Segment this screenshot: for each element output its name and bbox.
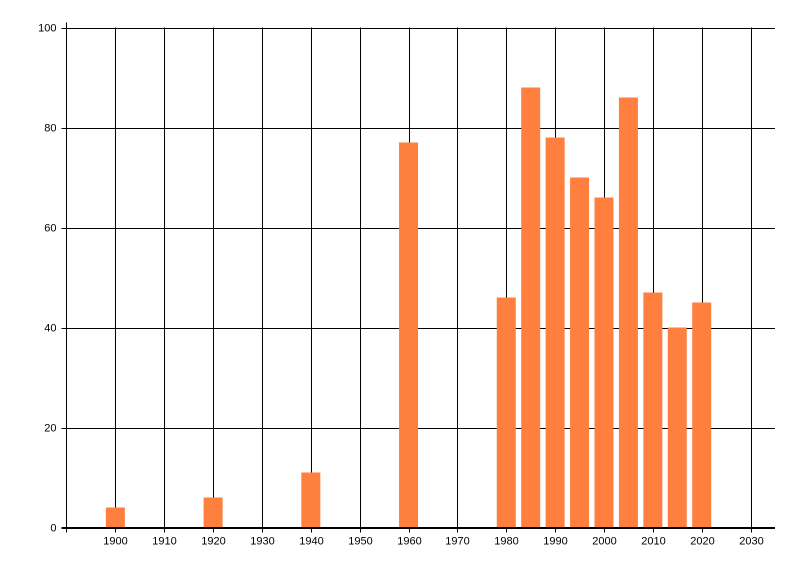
bar bbox=[521, 87, 541, 528]
bar bbox=[692, 302, 712, 528]
x-tick-label: 2010 bbox=[641, 535, 665, 547]
y-tick-label: 60 bbox=[44, 222, 56, 234]
x-tick-label: 1920 bbox=[201, 535, 225, 547]
x-tick-label: 1950 bbox=[348, 535, 372, 547]
x-tick-label: 1960 bbox=[397, 535, 421, 547]
bar bbox=[399, 142, 419, 528]
x-tick-label: 1900 bbox=[103, 535, 127, 547]
bar bbox=[618, 97, 638, 528]
bar bbox=[203, 497, 223, 528]
bar bbox=[105, 507, 125, 528]
bar bbox=[667, 327, 687, 528]
x-tick-label: 1970 bbox=[445, 535, 469, 547]
x-tick-label: 1910 bbox=[152, 535, 176, 547]
x-tick-label: 1990 bbox=[543, 535, 567, 547]
y-tick-label: 20 bbox=[44, 422, 56, 434]
bar bbox=[643, 292, 663, 528]
bar bbox=[301, 472, 321, 528]
y-tick-label: 100 bbox=[38, 22, 56, 34]
x-tick-label: 1980 bbox=[494, 535, 518, 547]
bar bbox=[545, 137, 565, 528]
y-tick-label: 40 bbox=[44, 322, 56, 334]
bar bbox=[496, 297, 516, 528]
x-tick-label: 1940 bbox=[299, 535, 323, 547]
x-tick-label: 2000 bbox=[592, 535, 616, 547]
x-tick-label: 2030 bbox=[739, 535, 763, 547]
y-tick-label: 80 bbox=[44, 122, 56, 134]
y-tick-label: 0 bbox=[50, 522, 56, 534]
x-tick-label: 2020 bbox=[690, 535, 714, 547]
bar bbox=[594, 197, 614, 528]
bar bbox=[570, 177, 590, 528]
x-tick-label: 1930 bbox=[250, 535, 274, 547]
